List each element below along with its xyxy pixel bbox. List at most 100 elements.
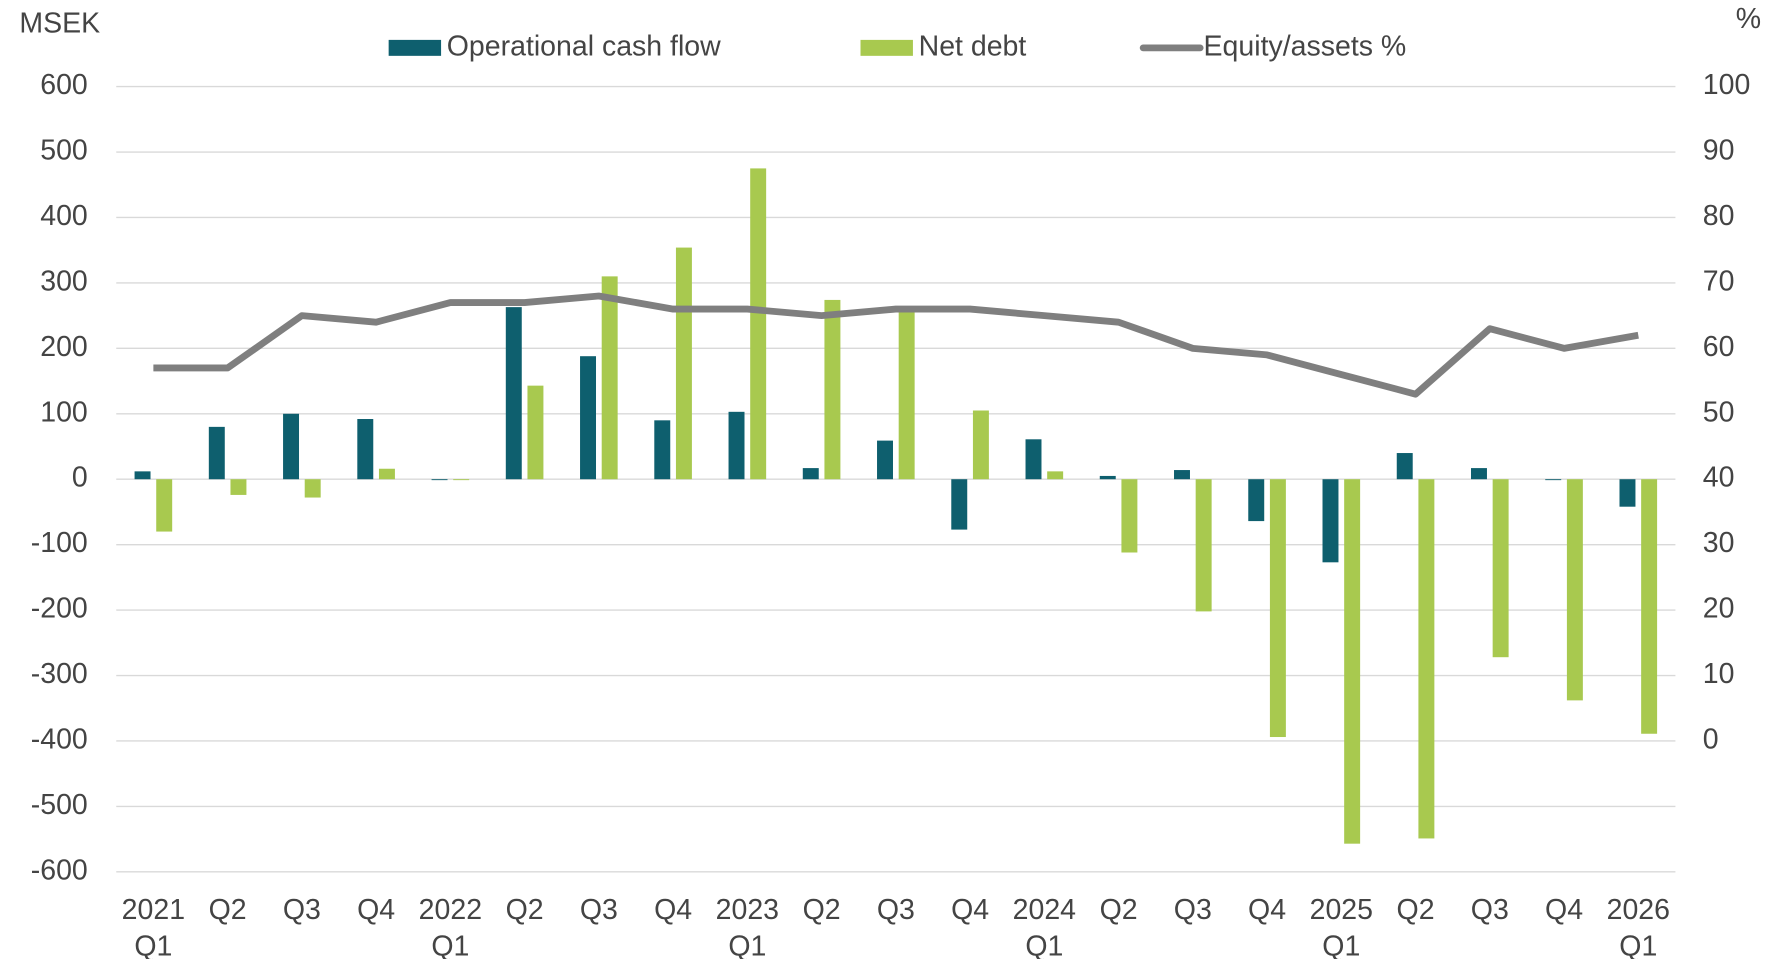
x-tick-label: Q2 [209,894,247,926]
bar [1121,479,1138,553]
x-tick-label: Q3 [1174,894,1212,926]
bar [1641,479,1658,734]
x-tick-label: Q3 [580,894,618,926]
bar [1418,479,1435,839]
bar [230,479,247,495]
bar [675,247,692,480]
x-tick-label: 2025 [1310,894,1373,926]
bar [1344,479,1361,844]
y-tick-label: -600 [31,854,88,886]
bar [1396,453,1413,480]
x-tick-label: 2026 [1607,894,1670,926]
bar [1248,479,1265,522]
x-tick-label: Q2 [1397,894,1435,926]
y-tick-label: 600 [40,69,88,101]
x-tick-label: Q1 [1322,931,1360,959]
y-tick-label: 200 [40,331,88,363]
bar [601,276,618,480]
x-tick-label: 2024 [1013,894,1076,926]
y-tick-label: 400 [40,200,88,232]
legend-label: Equity/assets % [1204,30,1407,62]
bar [1269,479,1286,738]
bar [1174,470,1190,480]
legend-label: Net debt [919,30,1027,62]
bar [1195,479,1212,612]
y2-tick-label: 0 [1703,723,1719,755]
bar [1099,475,1116,480]
y-axis-title: MSEK [19,8,100,40]
bar [453,479,470,481]
x-tick-label: Q4 [654,894,692,926]
x-tick-label: Q3 [283,894,321,926]
bar [951,479,968,530]
bar [357,419,374,480]
y2-tick-label: 60 [1703,331,1735,363]
y2-tick-label: 70 [1703,265,1735,297]
bar [972,410,989,480]
bar [378,468,395,480]
y2-tick-label: 100 [1703,69,1751,101]
x-tick-label: Q1 [1025,931,1063,959]
y2-tick-label: 50 [1703,396,1735,428]
x-tick-label: 2021 [122,894,185,926]
y2-tick-label: 20 [1703,593,1735,625]
x-tick-label: Q2 [803,894,841,926]
bar [1471,468,1487,480]
bar [156,479,173,532]
y-tick-label: -100 [31,527,88,559]
x-tick-label: Q4 [357,894,395,926]
y2-tick-label: 10 [1703,658,1735,690]
bar [431,479,448,481]
y-tick-label: -300 [31,658,88,690]
legend-swatch [388,39,442,56]
bar [1025,439,1042,480]
line [153,292,1639,398]
bar [1047,471,1064,480]
x-tick-label: 2023 [716,894,779,926]
bar [898,307,915,480]
x-tick-label: Q2 [506,894,544,926]
y2-tick-label: 30 [1703,527,1735,559]
bar [654,420,671,480]
bar [1566,479,1583,701]
x-tick-label: Q1 [1619,931,1657,959]
y-tick-label: 100 [40,396,88,428]
y-tick-label: -400 [31,723,88,755]
bar [728,411,745,480]
x-tick-label: Q1 [134,931,172,959]
bar [580,356,597,480]
bar [750,168,767,480]
bar [1492,479,1509,658]
y2-axis-title: % [1736,3,1761,35]
y2-tick-label: 90 [1703,135,1735,167]
x-tick-label: 2022 [419,894,482,926]
y-tick-label: 500 [40,135,88,167]
x-tick-label: Q1 [728,931,766,959]
bar [802,468,819,480]
bar [1619,479,1636,507]
y-tick-label: 300 [40,265,88,297]
y-tick-label: -200 [31,593,88,625]
y-tick-label: 0 [72,462,88,494]
bar [1322,479,1339,563]
bar [304,479,321,498]
x-tick-label: Q4 [1545,894,1583,926]
bar [527,385,544,480]
bar [877,440,893,480]
bar [505,307,522,480]
bar [208,426,225,480]
x-tick-label: Q1 [431,931,469,959]
x-tick-label: Q4 [1248,894,1286,926]
bar [283,413,300,480]
x-tick-label: Q4 [951,894,989,926]
y2-tick-label: 80 [1703,200,1735,232]
y-tick-label: -500 [31,789,88,821]
legend-label: Operational cash flow [447,30,721,62]
x-tick-label: Q2 [1100,894,1138,926]
x-tick-label: Q3 [1471,894,1509,926]
legend-swatch [860,39,913,56]
y2-tick-label: 40 [1703,462,1735,494]
x-tick-label: Q3 [877,894,915,926]
bar [1545,479,1562,481]
